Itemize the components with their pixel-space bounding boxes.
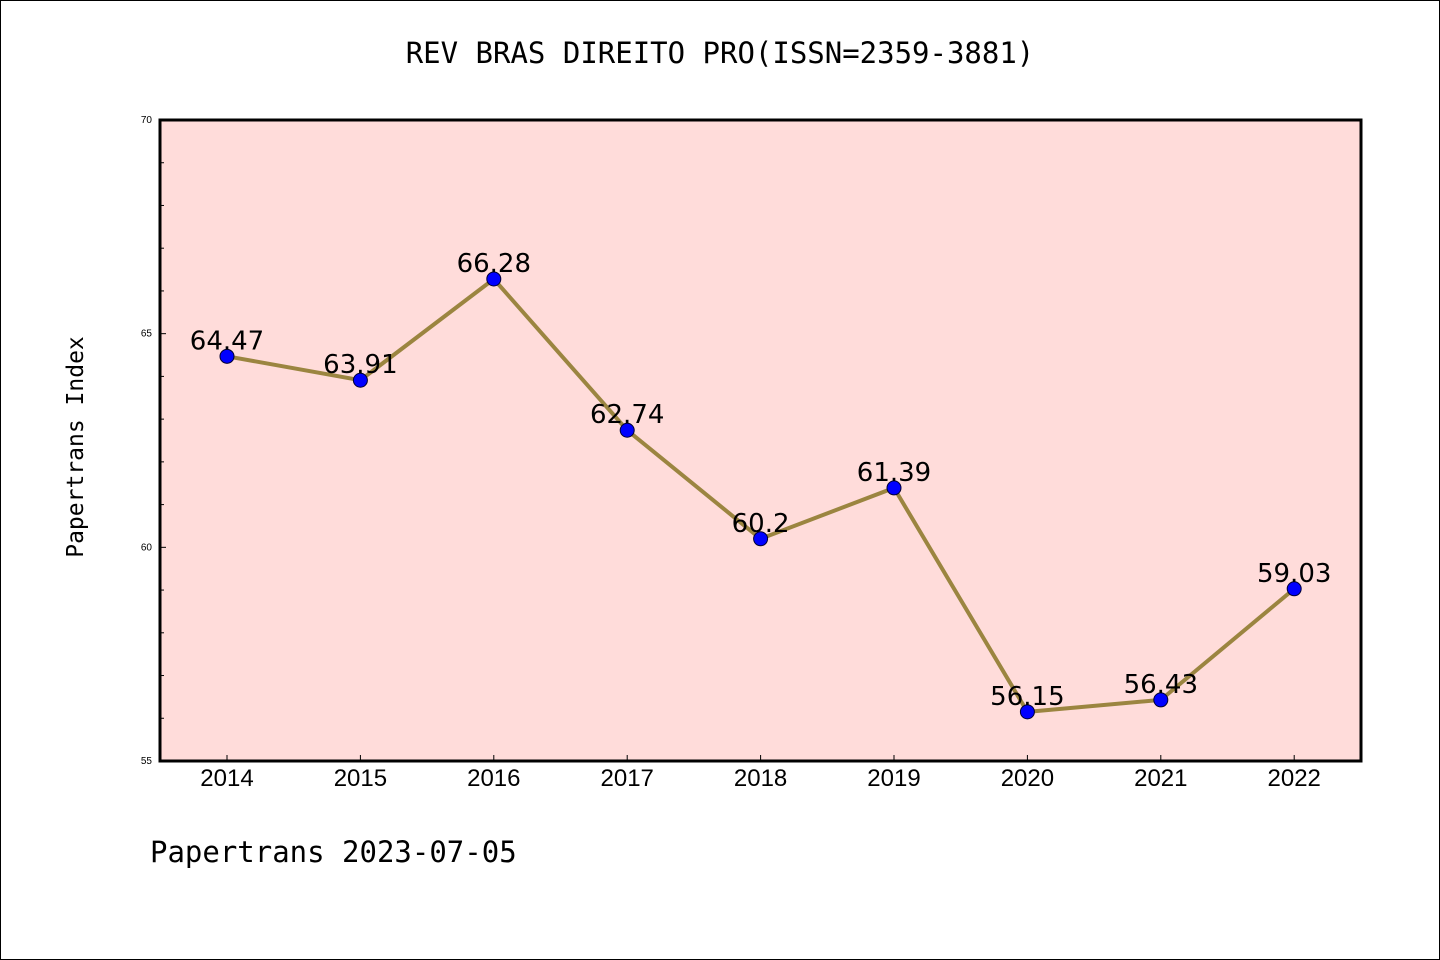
data-point — [1153, 692, 1169, 708]
data-point — [1286, 581, 1302, 597]
data-label: 56.15 — [990, 682, 1064, 712]
data-label: 56.43 — [1124, 670, 1198, 700]
data-label: 62.74 — [590, 400, 664, 430]
data-point — [352, 372, 368, 388]
data-label: 63.91 — [323, 350, 397, 380]
data-point — [619, 422, 635, 438]
footer-date: Papertrans 2023-07-05 — [150, 835, 517, 869]
data-markers — [219, 271, 1302, 720]
plot-border — [158, 118, 1363, 763]
data-labels: 64.47 63.91 66.28 62.74 60.2 61.39 56.15 56.43 5… — [190, 249, 1332, 712]
x-tick-label: 2017 — [601, 765, 654, 792]
data-point — [886, 480, 902, 496]
y-tick-label: 70 — [141, 115, 153, 126]
data-point — [219, 348, 235, 364]
plot-area — [160, 120, 1361, 761]
data-point — [486, 271, 502, 287]
data-point — [1019, 704, 1035, 720]
data-label: 60.2 — [732, 509, 790, 539]
data-label: 61.39 — [857, 458, 931, 488]
x-tick-label: 2022 — [1268, 765, 1321, 792]
x-tick-label: 2018 — [734, 765, 787, 792]
y-tick-label: 55 — [141, 756, 153, 767]
data-label: 64.47 — [190, 326, 264, 356]
chart-title: REV BRAS DIREITO PRO(ISSN=2359-3881) — [405, 36, 1035, 70]
x-axis: 2014 2015 2016 2017 2018 2019 2020 2021 2022 — [200, 755, 1321, 792]
x-tick-label: 2016 — [467, 765, 520, 792]
data-label: 66.28 — [457, 249, 531, 279]
x-tick-label: 2019 — [867, 765, 920, 792]
x-tick-label: 2021 — [1134, 765, 1187, 792]
y-tick-label: 60 — [141, 542, 153, 553]
data-point — [753, 531, 769, 547]
x-tick-label: 2020 — [1001, 765, 1054, 792]
x-tick-label: 2014 — [200, 765, 253, 792]
y-tick-label: 65 — [141, 329, 153, 340]
data-label: 59.03 — [1257, 559, 1331, 589]
x-tick-label: 2015 — [334, 765, 387, 792]
